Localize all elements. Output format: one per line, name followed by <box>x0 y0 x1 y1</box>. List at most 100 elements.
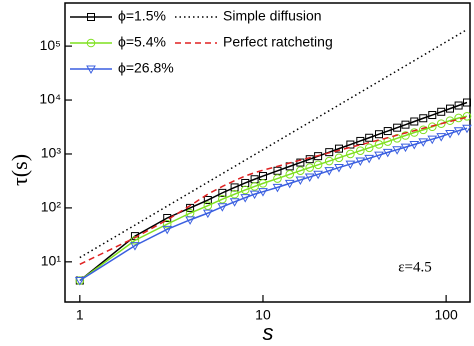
marker <box>202 209 213 219</box>
x-tick-label: 100 <box>434 307 458 323</box>
marker <box>295 176 306 185</box>
legend-label: Perfect ratcheting <box>223 34 333 50</box>
marker <box>203 196 212 205</box>
marker <box>313 170 323 180</box>
marker <box>364 143 374 153</box>
marker <box>130 236 140 245</box>
marker <box>334 153 344 163</box>
marker <box>324 167 335 176</box>
marker <box>273 174 282 183</box>
marker <box>230 183 239 192</box>
marker <box>74 277 85 286</box>
marker <box>401 131 410 140</box>
marker <box>436 119 446 128</box>
marker <box>393 123 402 132</box>
y-tick-label: 10⁵ <box>40 37 61 53</box>
series-line <box>79 28 468 259</box>
marker <box>218 188 227 197</box>
marker <box>436 133 447 142</box>
marker <box>218 194 227 204</box>
y-axis-label: τ(s) <box>7 154 32 186</box>
marker <box>285 169 295 179</box>
marker <box>258 179 268 188</box>
marker <box>240 194 251 203</box>
marker <box>229 198 240 207</box>
marker <box>86 65 96 75</box>
marker <box>313 160 323 170</box>
y-tick-label: 10¹ <box>41 253 62 269</box>
marker <box>419 114 428 123</box>
marker <box>427 135 438 145</box>
legend-label: ϕ=1.5% <box>118 8 166 24</box>
marker <box>217 203 228 212</box>
marker <box>324 156 334 166</box>
marker <box>249 190 260 200</box>
series-line <box>79 116 468 265</box>
y-tick-label: 10² <box>41 199 62 215</box>
marker <box>355 157 366 167</box>
marker <box>345 160 356 170</box>
legend-label: ϕ=26.8% <box>118 60 174 76</box>
marker <box>365 133 374 142</box>
marker <box>453 127 464 136</box>
marker <box>162 219 172 229</box>
plot-frame <box>64 2 471 303</box>
marker <box>382 148 393 158</box>
marker <box>314 152 323 161</box>
marker <box>334 144 343 153</box>
marker <box>304 173 315 182</box>
annotation: ε=4.5 <box>398 259 432 275</box>
marker <box>296 158 305 167</box>
marker <box>446 104 455 113</box>
marker <box>86 38 96 48</box>
marker <box>392 146 402 155</box>
marker <box>374 140 384 149</box>
marker <box>409 128 419 137</box>
marker <box>418 138 429 147</box>
marker <box>374 130 383 139</box>
series-line <box>79 127 468 282</box>
marker <box>203 201 213 210</box>
marker <box>400 143 411 153</box>
marker <box>240 185 250 195</box>
marker <box>346 140 355 149</box>
marker <box>383 127 392 136</box>
marker <box>284 179 295 189</box>
x-axis-label: s <box>263 320 274 345</box>
marker <box>462 111 472 121</box>
marker <box>346 149 355 159</box>
y-tick-label: 10³ <box>41 145 62 161</box>
marker <box>272 183 283 193</box>
marker <box>356 136 365 145</box>
x-tick-label: 1 <box>76 307 84 323</box>
marker <box>162 225 173 235</box>
marker <box>428 111 437 120</box>
marker <box>130 242 140 251</box>
marker <box>258 188 268 197</box>
marker <box>325 148 334 157</box>
marker <box>374 151 384 161</box>
marker <box>185 216 195 225</box>
marker <box>437 107 446 116</box>
y-tick-label: 10⁴ <box>39 91 61 107</box>
series-line <box>79 101 468 282</box>
marker <box>462 124 472 134</box>
marker <box>356 146 365 155</box>
marker <box>418 125 428 135</box>
marker <box>334 164 344 173</box>
x-tick-label: 10 <box>255 307 271 323</box>
marker <box>364 154 375 164</box>
marker <box>410 117 419 126</box>
marker <box>87 13 95 21</box>
marker <box>427 122 437 132</box>
marker <box>462 98 471 107</box>
marker <box>454 101 463 110</box>
legend-label: Simple diffusion <box>223 8 322 24</box>
marker <box>230 189 239 199</box>
marker <box>296 166 305 175</box>
marker <box>445 129 455 139</box>
legend-label: ϕ=5.4% <box>118 34 166 50</box>
marker <box>250 182 259 191</box>
series-line <box>79 115 468 282</box>
